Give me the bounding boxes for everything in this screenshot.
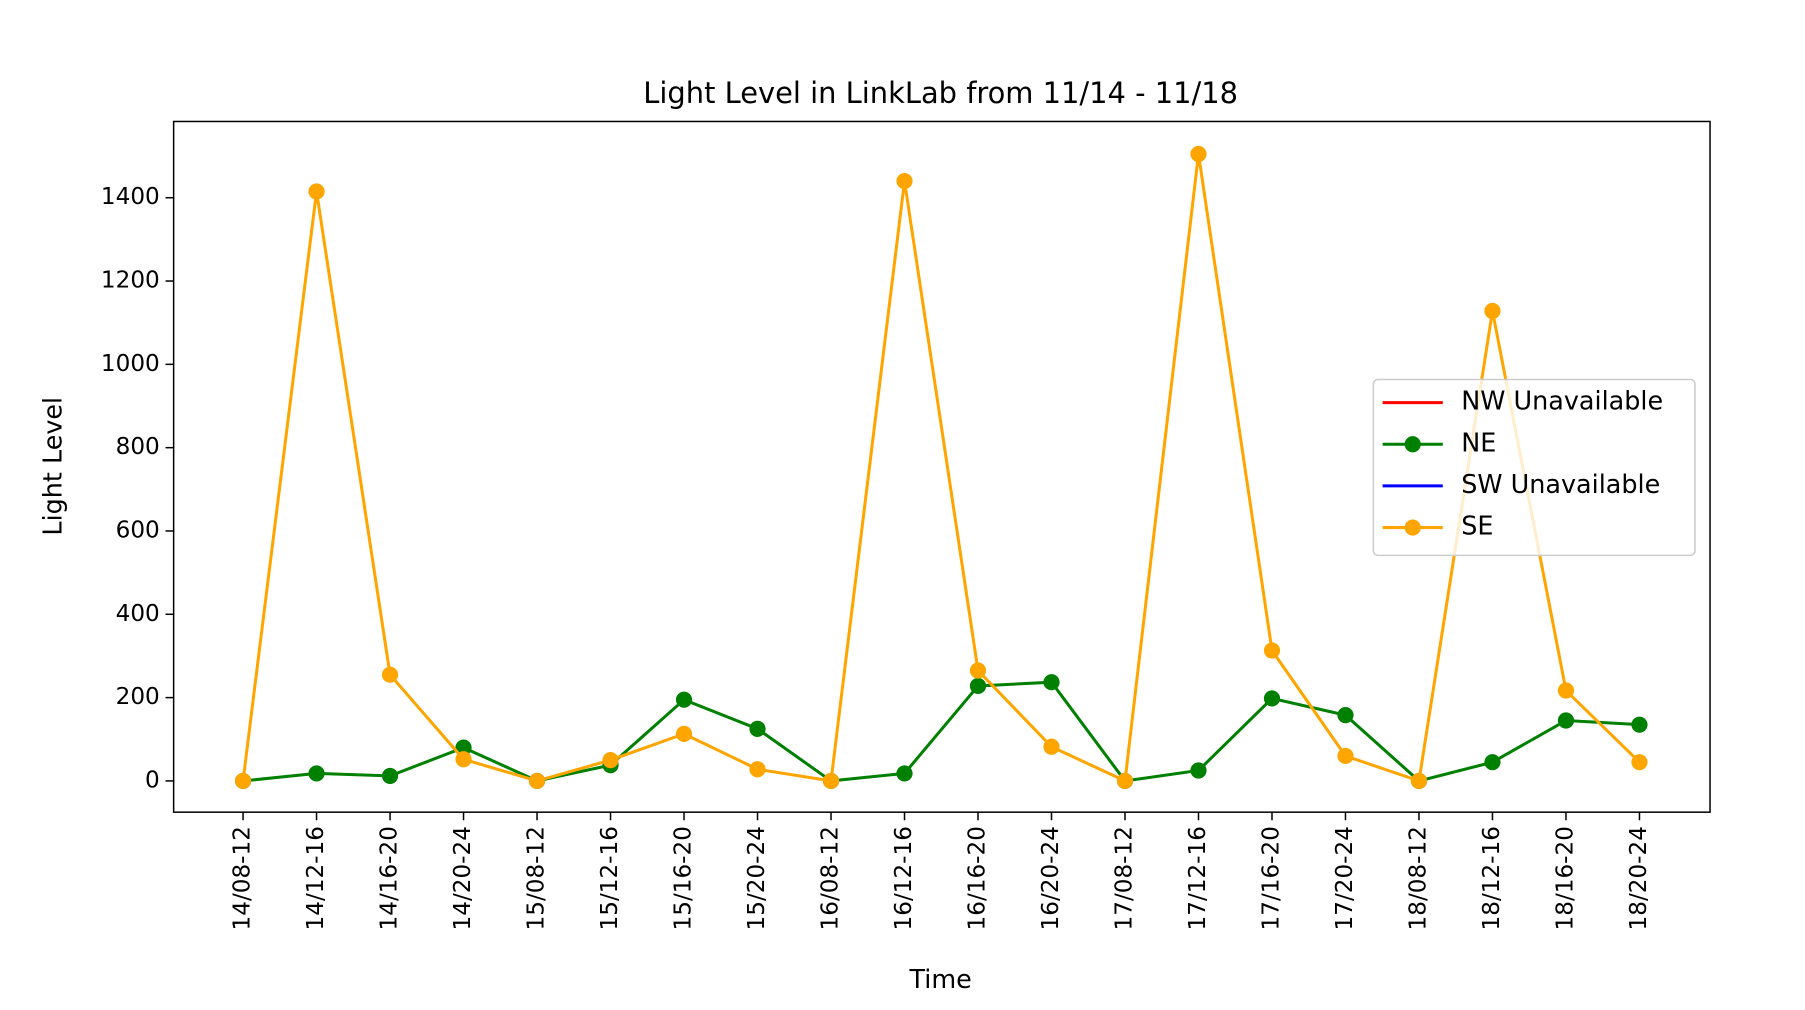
data-point (308, 183, 325, 200)
series-line (242, 680, 1640, 783)
y-axis-label: Light Level (38, 397, 68, 536)
data-point (749, 720, 766, 737)
data-point (1263, 642, 1281, 659)
x-axis-label: Time (909, 965, 972, 995)
y-tick-label: 0 (145, 767, 160, 793)
x-tick-label: 15/16-20 (671, 826, 697, 930)
data-point (1043, 674, 1060, 691)
data-point (1337, 747, 1354, 765)
legend-label: SW Unavailable (1461, 470, 1660, 500)
legend-label: NW Unavailable (1461, 387, 1663, 417)
data-point (381, 666, 399, 683)
data-point (1484, 754, 1501, 771)
legend-label: SE (1461, 512, 1493, 542)
y-tick-label: 200 (116, 684, 160, 710)
data-point (1337, 707, 1354, 724)
legend-marker (1404, 436, 1421, 453)
data-point (1190, 145, 1207, 163)
x-tick-label: 15/08-12 (524, 826, 550, 930)
x-tick-label: 14/20-24 (450, 826, 476, 930)
data-point (234, 772, 252, 790)
x-tick-label: 17/08-12 (1111, 826, 1137, 930)
data-point (675, 725, 693, 742)
data-point (528, 772, 546, 790)
data-point (381, 767, 399, 785)
data-point (1116, 772, 1134, 790)
plot-frame (172, 120, 1711, 813)
x-tick-label: 16/20-24 (1038, 826, 1064, 930)
x-tick-label: 16/12-16 (891, 826, 917, 930)
x-tick-label: 18/20-24 (1626, 826, 1652, 930)
x-tick-label: 16/08-12 (818, 826, 844, 930)
x-tick-label: 14/12-16 (303, 826, 329, 930)
y-tick-label: 800 (116, 434, 160, 460)
legend-marker (1404, 519, 1421, 536)
data-point (749, 761, 766, 778)
data-point (969, 662, 987, 679)
data-point (455, 739, 472, 756)
x-tick-label: 15/20-24 (744, 826, 770, 930)
y-tick-label: 600 (116, 517, 160, 543)
y-tick-label: 1000 (101, 351, 160, 377)
x-tick-label: 18/08-12 (1405, 826, 1431, 930)
x-tick-label: 17/16-20 (1258, 826, 1284, 930)
x-tick-label: 14/08-12 (230, 826, 256, 930)
data-point (1557, 712, 1575, 729)
legend-box (1372, 378, 1696, 557)
legend-label: NE (1461, 428, 1496, 458)
data-point (1484, 302, 1501, 320)
x-tick-label: 16/16-20 (965, 826, 991, 930)
data-point (1631, 754, 1648, 771)
data-point (896, 172, 913, 190)
data-point (1190, 762, 1207, 779)
y-tick-label: 400 (116, 601, 160, 627)
data-point (1631, 716, 1648, 733)
x-tick-label: 17/20-24 (1332, 826, 1358, 930)
data-point (308, 765, 325, 782)
x-tick-label: 18/12-16 (1479, 826, 1505, 930)
data-point (1410, 772, 1428, 790)
x-tick-label: 14/16-20 (377, 826, 403, 930)
data-point (602, 751, 619, 769)
data-point (1557, 682, 1575, 699)
data-point (969, 677, 987, 695)
data-point (675, 691, 693, 708)
data-point (822, 772, 840, 790)
data-point (1263, 690, 1281, 707)
chart-title: Light Level in LinkLab from 11/14 - 11/1… (643, 76, 1238, 110)
x-tick-label: 18/16-20 (1552, 826, 1578, 930)
y-tick-label: 1200 (101, 268, 160, 294)
x-tick-label: 15/12-16 (597, 826, 623, 930)
x-tick-label: 17/12-16 (1185, 826, 1211, 930)
series-line (241, 153, 1641, 784)
y-tick-label: 1400 (101, 184, 160, 210)
data-point (896, 765, 913, 782)
data-point (455, 751, 472, 768)
data-point (1043, 738, 1060, 755)
